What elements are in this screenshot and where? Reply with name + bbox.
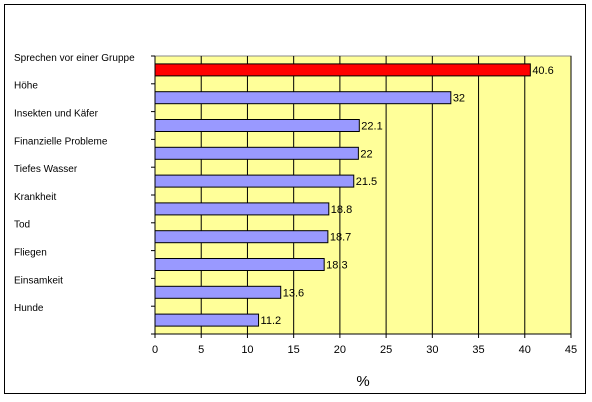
category-label: Tod <box>14 220 30 231</box>
category-label: Fliegen <box>14 248 47 259</box>
x-tick-label: 20 <box>334 344 346 356</box>
data-label: 21.5 <box>356 176 377 188</box>
category-label: Sprechen vor einer Gruppe <box>14 53 135 64</box>
x-tick-label: 5 <box>198 344 204 356</box>
data-label: 11.2 <box>261 315 282 327</box>
x-tick-label: 25 <box>380 344 392 356</box>
category-label: Insekten und Käfer <box>14 109 99 120</box>
data-label: 22.1 <box>361 121 382 133</box>
bar <box>154 202 330 216</box>
x-tick-label: 10 <box>241 344 253 356</box>
category-label: Finanzielle Probleme <box>14 136 108 147</box>
category-label: Einsamkeit <box>14 275 63 286</box>
bar <box>154 258 325 271</box>
category-labels: Sprechen vor einer Gruppe Höhe Insekten un… <box>14 53 135 314</box>
x-axis-title: % <box>356 373 369 390</box>
value-labels: 40.6 32 22.1 22 21.5 18.8 18.7 18.3 13.6 11.2 <box>261 65 554 327</box>
data-label: 22 <box>360 148 372 160</box>
category-label: Höhe <box>14 81 38 92</box>
x-axis: 0 5 10 15 20 25 30 35 40 45 <box>151 55 577 356</box>
category-label: Tiefes Wasser <box>14 164 78 175</box>
bar <box>154 63 531 77</box>
category-label: Krankheit <box>14 192 56 203</box>
x-tick-label: 35 <box>472 344 484 356</box>
x-tick-label: 45 <box>565 344 577 356</box>
data-label: 13.6 <box>283 287 304 299</box>
category-label: Hunde <box>14 303 44 314</box>
data-label: 18.3 <box>326 260 347 272</box>
x-tick-label: 40 <box>519 344 531 356</box>
bar <box>154 313 260 327</box>
bar <box>154 285 282 299</box>
x-tick-label: 15 <box>288 344 300 356</box>
bars <box>154 63 531 327</box>
x-tick-label: 30 <box>426 344 438 356</box>
data-label: 18.8 <box>331 204 352 216</box>
bar <box>154 146 359 160</box>
bar <box>154 230 329 244</box>
bar <box>154 174 355 188</box>
bar <box>154 119 360 132</box>
data-label: 32 <box>453 93 465 105</box>
data-label: 18.7 <box>330 232 351 244</box>
data-label: 40.6 <box>532 65 553 77</box>
x-tick-label: 0 <box>152 344 158 356</box>
bar <box>154 91 452 105</box>
